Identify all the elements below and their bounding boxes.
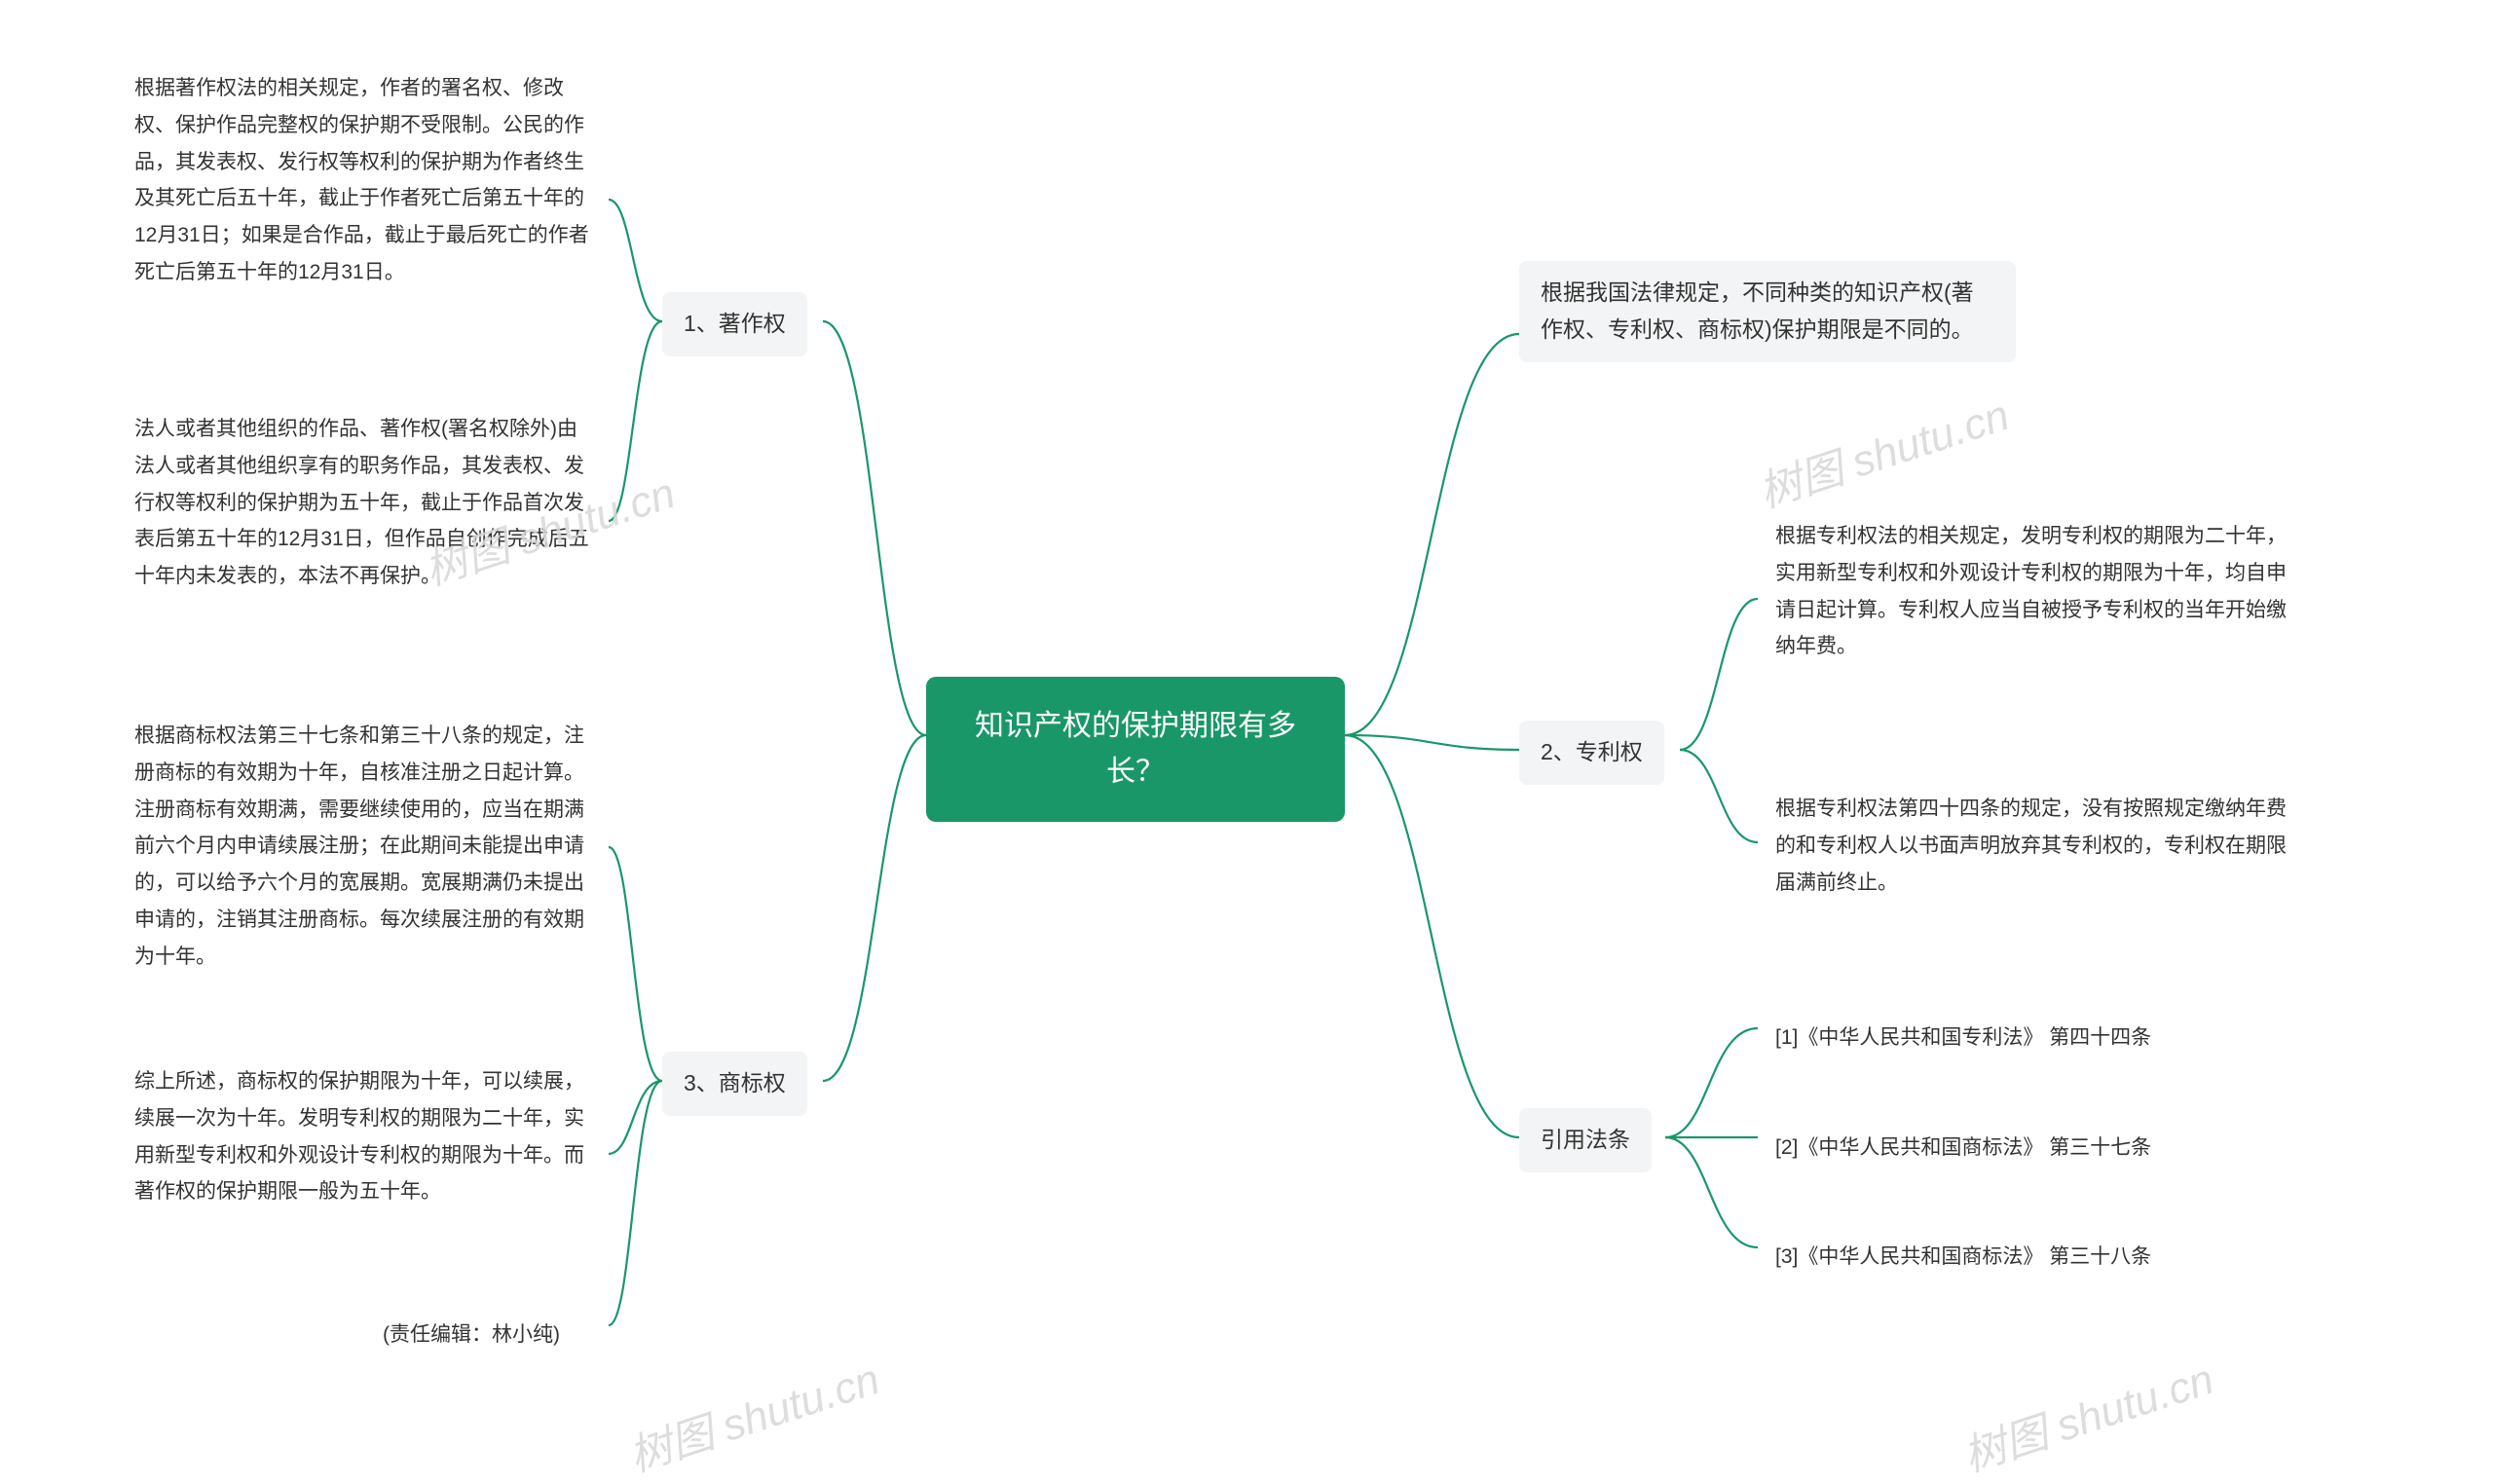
branch-patent[interactable]: 2、专利权: [1519, 721, 1664, 785]
root-node[interactable]: 知识产权的保护期限有多长？: [926, 677, 1345, 822]
leaf-copyright-2: 法人或者其他组织的作品、著作权(署名权除外)由法人或者其他组织享有的职务作品，其…: [117, 399, 609, 607]
leaf-patent-1-text: 根据专利权法的相关规定，发明专利权的期限为二十年，实用新型专利权和外观设计专利权…: [1775, 525, 2287, 657]
leaf-copyright-2-text: 法人或者其他组织的作品、著作权(署名权除外)由法人或者其他组织享有的职务作品，其…: [134, 418, 589, 587]
branch-patent-label: 2、专利权: [1541, 739, 1643, 764]
leaf-cite-1-text: [1]《中华人民共和国专利法》 第四十四条: [1775, 1026, 2151, 1049]
watermark: 树图 shutu.cn: [1954, 1344, 2220, 1483]
watermark: 树图 shutu.cn: [620, 1344, 886, 1483]
leaf-cite-2: [2]《中华人民共和国商标法》 第三十七条: [1758, 1118, 2274, 1178]
branch-cite[interactable]: 引用法条: [1519, 1108, 1652, 1172]
leaf-trademark-3-text: (责任编辑：林小纯): [383, 1323, 560, 1346]
leaf-patent-2: 根据专利权法第四十四条的规定，没有按照规定缴纳年费的和专利权人以书面声明放弃其专…: [1758, 779, 2323, 912]
leaf-copyright-1: 根据著作权法的相关规定，作者的署名权、修改权、保护作品完整权的保护期不受限制。公…: [117, 58, 609, 303]
watermark: 树图 shutu.cn: [1750, 380, 2016, 519]
leaf-cite-2-text: [2]《中华人民共和国商标法》 第三十七条: [1775, 1136, 2151, 1159]
leaf-cite-3: [3]《中华人民共和国商标法》 第三十八条: [1758, 1227, 2274, 1287]
branch-copyright-label: 1、著作权: [684, 311, 786, 336]
branch-intro[interactable]: 根据我国法律规定，不同种类的知识产权(著作权、专利权、商标权)保护期限是不同的。: [1519, 261, 2016, 362]
branch-cite-label: 引用法条: [1541, 1127, 1630, 1152]
leaf-cite-3-text: [3]《中华人民共和国商标法》 第三十八条: [1775, 1245, 2151, 1268]
leaf-patent-2-text: 根据专利权法第四十四条的规定，没有按照规定缴纳年费的和专利权人以书面声明放弃其专…: [1775, 798, 2287, 894]
leaf-trademark-1: 根据商标权法第三十七条和第三十八条的规定，注册商标的有效期为十年，自核准注册之日…: [117, 706, 609, 987]
leaf-copyright-1-text: 根据著作权法的相关规定，作者的署名权、修改权、保护作品完整权的保护期不受限制。公…: [134, 77, 589, 283]
leaf-trademark-2: 综上所述，商标权的保护期限为十年，可以续展，续展一次为十年。发明专利权的期限为二…: [117, 1052, 609, 1222]
leaf-patent-1: 根据专利权法的相关规定，发明专利权的期限为二十年，实用新型专利权和外观设计专利权…: [1758, 506, 2323, 677]
leaf-cite-1: [1]《中华人民共和国专利法》 第四十四条: [1758, 1008, 2274, 1068]
branch-copyright[interactable]: 1、著作权: [662, 292, 807, 356]
leaf-trademark-3: (责任编辑：林小纯): [365, 1305, 609, 1365]
branch-trademark-label: 3、商标权: [684, 1070, 786, 1095]
root-label: 知识产权的保护期限有多长？: [975, 710, 1296, 788]
leaf-trademark-1-text: 根据商标权法第三十七条和第三十八条的规定，注册商标的有效期为十年，自核准注册之日…: [134, 724, 584, 968]
leaf-trademark-2-text: 综上所述，商标权的保护期限为十年，可以续展，续展一次为十年。发明专利权的期限为二…: [134, 1070, 584, 1203]
branch-trademark[interactable]: 3、商标权: [662, 1052, 807, 1116]
branch-intro-text: 根据我国法律规定，不同种类的知识产权(著作权、专利权、商标权)保护期限是不同的。: [1541, 279, 1974, 342]
